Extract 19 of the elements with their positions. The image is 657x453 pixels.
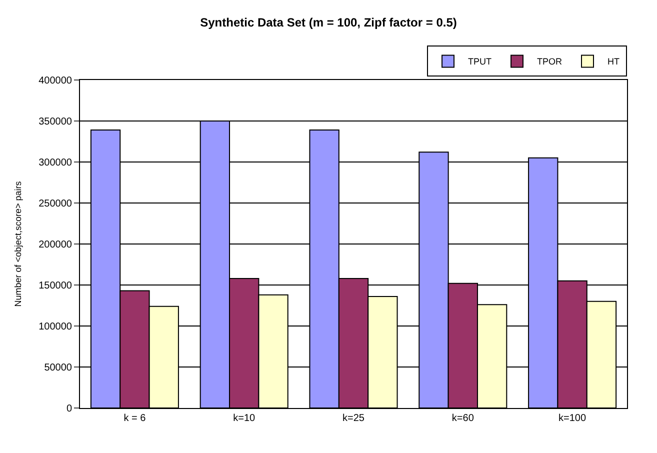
- legend-label: HT: [608, 56, 620, 67]
- x-tick-label: k = 6: [124, 413, 146, 424]
- x-tick-label: k=10: [233, 413, 256, 424]
- y-tick-label: 200000: [38, 240, 72, 250]
- y-tick-label: 0: [66, 404, 72, 414]
- y-tick-label: 300000: [38, 158, 72, 168]
- y-tick-label: 50000: [44, 362, 72, 374]
- legend-label: TPUT: [468, 56, 492, 67]
- y-tick-label: 250000: [38, 198, 72, 210]
- x-tick-label: k=25: [342, 413, 365, 424]
- x-tick-label: k=60: [452, 413, 474, 424]
- legend-label: TPOR: [537, 56, 562, 67]
- chart-title: Synthetic Data Set (m = 100, Zipf factor = 0.5): [200, 16, 457, 30]
- y-tick-label: 100000: [38, 322, 72, 332]
- y-axis-title: Number of <object,score> pairs: [12, 180, 23, 307]
- y-tick-label: 400000: [38, 76, 72, 86]
- x-tick-label: k=100: [558, 413, 586, 424]
- y-tick-label: 150000: [38, 280, 72, 292]
- y-tick-label: 350000: [38, 116, 72, 128]
